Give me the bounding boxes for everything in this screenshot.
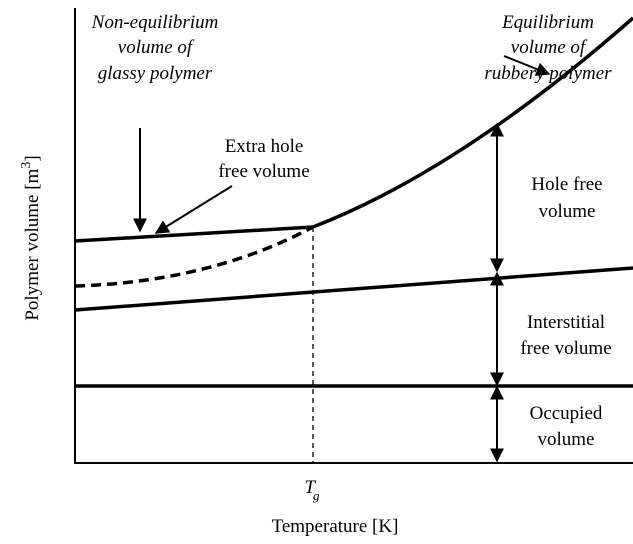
y-label-text: Polymer volume [m bbox=[22, 168, 43, 320]
extrapolated-curve bbox=[74, 225, 314, 288]
label: Occupied bbox=[530, 403, 603, 424]
y-label-suffix: ] bbox=[22, 155, 43, 161]
label: volume bbox=[539, 201, 596, 222]
label: volume of bbox=[511, 37, 588, 58]
y-axis-label: Polymer volume [m3] bbox=[19, 155, 43, 320]
extra-pointer bbox=[154, 185, 233, 234]
label: Non-equilibrium bbox=[91, 12, 219, 33]
tg-label: Tg bbox=[304, 477, 320, 503]
label: free volume bbox=[520, 338, 611, 359]
tg-symbol: T bbox=[304, 477, 316, 498]
y-label-sup: 3 bbox=[19, 162, 34, 169]
interstitial-line bbox=[74, 266, 633, 312]
label: volume bbox=[538, 429, 595, 450]
rubbery-pointer bbox=[503, 55, 551, 76]
label: free volume bbox=[218, 161, 309, 182]
label: rubbery polymer bbox=[484, 63, 612, 84]
label: Interstitial bbox=[527, 312, 605, 333]
tg-subscript: g bbox=[313, 488, 320, 503]
label: volume of bbox=[118, 37, 195, 58]
label: Extra hole bbox=[225, 136, 304, 157]
glassy-line bbox=[74, 225, 314, 243]
label: Equilibrium bbox=[501, 12, 594, 33]
x-axis-label: Temperature [K] bbox=[272, 516, 399, 537]
label: glassy polymer bbox=[98, 63, 213, 84]
rubbery-curve bbox=[312, 16, 633, 229]
label: Hole free bbox=[531, 174, 602, 195]
